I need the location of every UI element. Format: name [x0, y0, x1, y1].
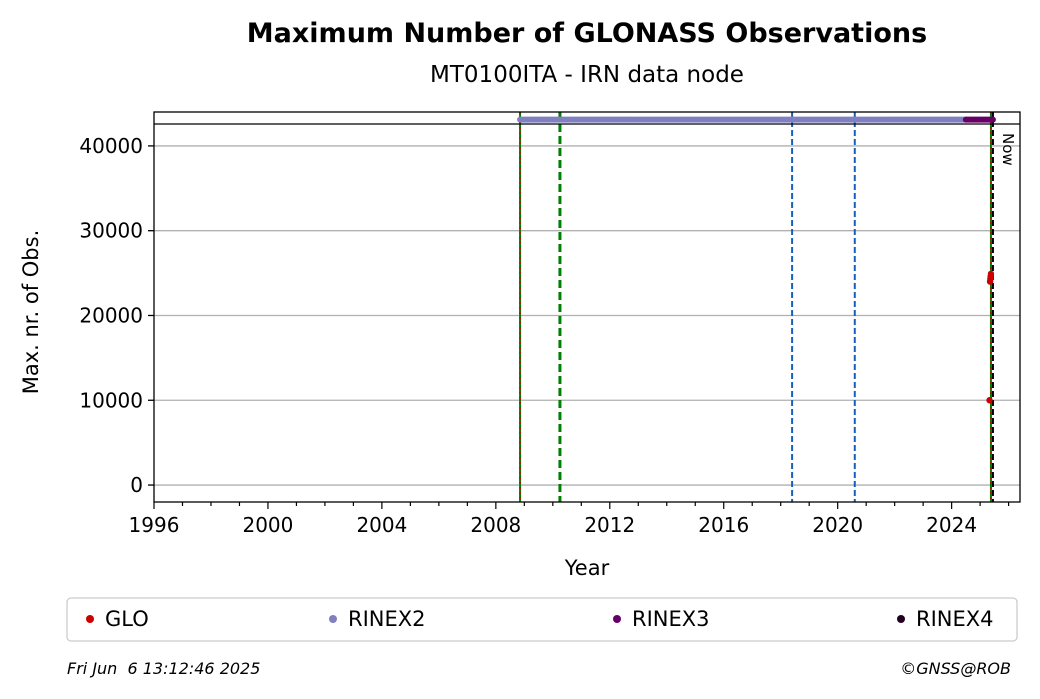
- now-label: Now: [999, 133, 1017, 166]
- legend-marker: [897, 615, 905, 623]
- x-tick-label: 2004: [356, 513, 407, 537]
- footer-copyright: ©GNSS@ROB: [900, 659, 1011, 678]
- chart-subtitle: MT0100ITA - IRN data node: [430, 62, 744, 88]
- y-tick-label: 10000: [79, 388, 143, 412]
- legend-box: [66, 597, 1018, 642]
- y-tick-label: 30000: [79, 219, 143, 243]
- legend: GLO RINEX2 RINEX3 RINEX4: [86, 607, 994, 631]
- legend-marker: [329, 615, 337, 623]
- x-tick-label: 2024: [926, 513, 977, 537]
- legend-label: RINEX4: [916, 607, 994, 631]
- y-axis-ticks: 0 10000 20000 30000 40000: [79, 134, 154, 497]
- data-series: [517, 116, 996, 404]
- x-axis-label: Year: [564, 556, 610, 580]
- x-tick-label: 2008: [470, 513, 521, 537]
- chart-title: Maximum Number of GLONASS Observations: [247, 18, 927, 49]
- x-axis-ticks: 1996 2000 2004 2008 2012 2016 2020 2024: [129, 502, 1010, 537]
- y-tick-label: 40000: [79, 134, 143, 158]
- x-tick-label: 2012: [584, 513, 635, 537]
- x-tick-label: 1996: [129, 513, 180, 537]
- y-tick-label: 20000: [79, 303, 143, 327]
- grid: [154, 145, 1020, 486]
- legend-label: GLO: [105, 607, 149, 631]
- footer-timestamp: Fri Jun 6 13:12:46 2025: [67, 659, 260, 678]
- plot-frame: [153, 111, 1021, 503]
- vertical-markers: [519, 112, 994, 502]
- x-tick-label: 2016: [698, 513, 749, 537]
- series-glo-point: [987, 270, 995, 278]
- legend-marker: [86, 615, 94, 623]
- x-tick-label: 2000: [242, 513, 293, 537]
- y-tick-label: 0: [130, 473, 143, 497]
- legend-marker: [613, 615, 621, 623]
- legend-label: RINEX3: [632, 607, 710, 631]
- legend-label: RINEX2: [348, 607, 426, 631]
- series-glo-point: [986, 397, 993, 404]
- x-tick-label: 2020: [812, 513, 863, 537]
- y-axis-label: Max. nr. of Obs.: [19, 230, 43, 395]
